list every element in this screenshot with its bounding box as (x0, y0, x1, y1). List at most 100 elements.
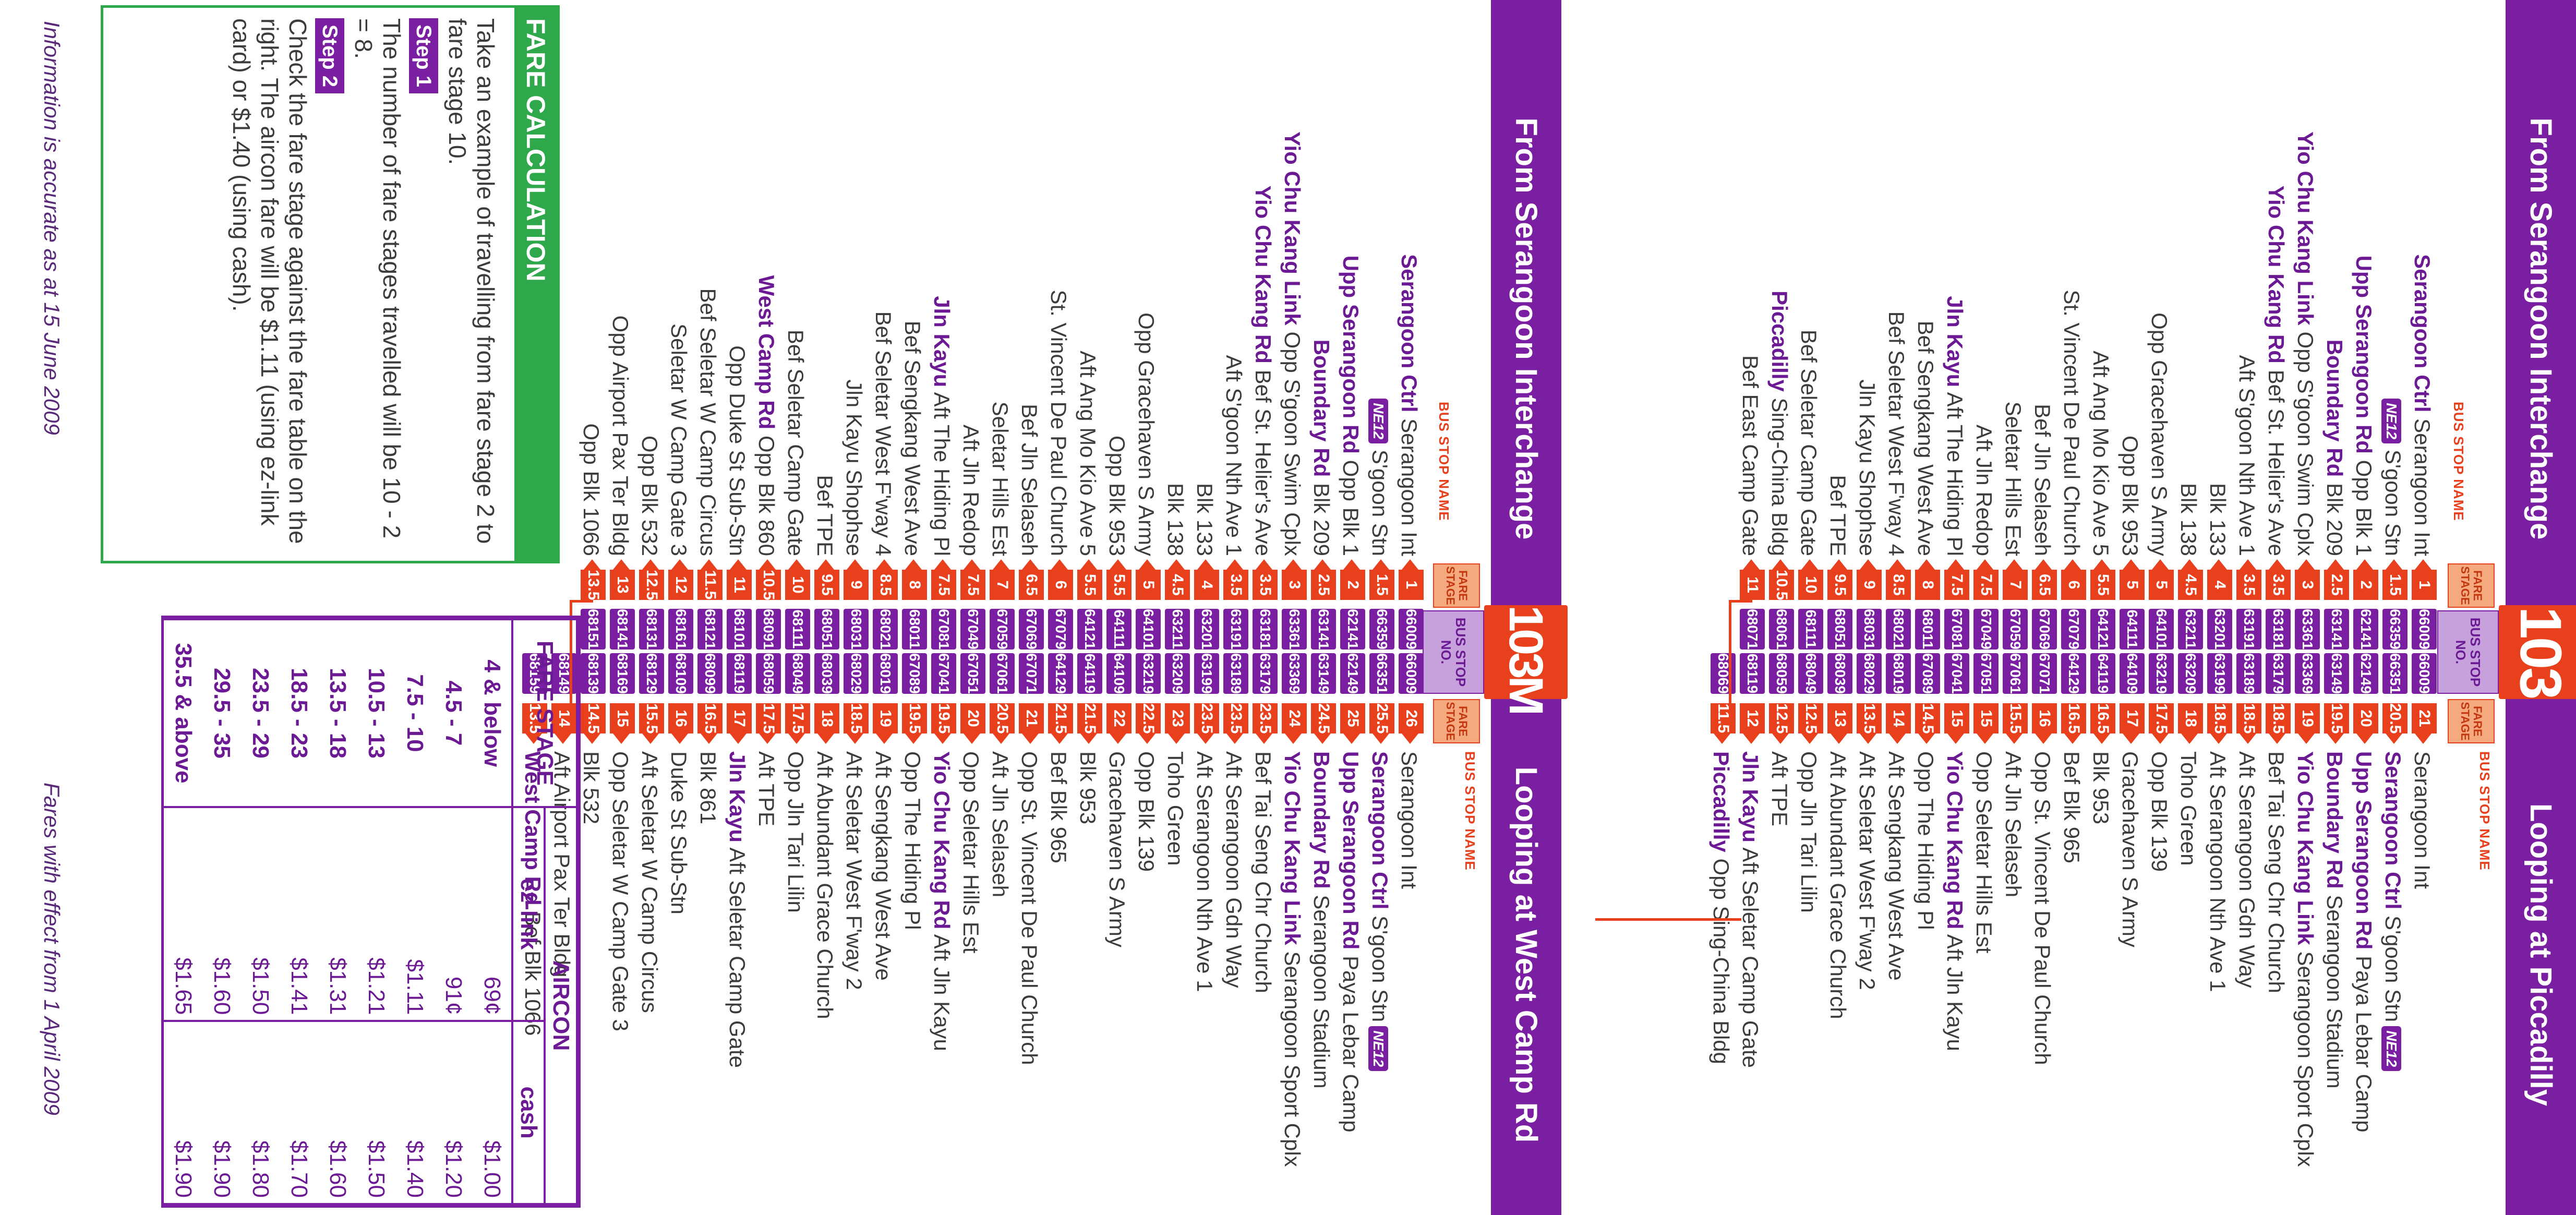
step-1-label: Step 1 (409, 18, 438, 94)
left-bus-stop-no: 68011 (902, 609, 927, 649)
right-arrow-icon (1977, 733, 1993, 744)
stop-name-text: Jln Kayu Shophse (1855, 379, 1880, 556)
right-bus-stop-no: 68039 (814, 653, 839, 694)
left-stop-name: Blk 138 (1161, 483, 1190, 556)
left-arrow-icon (1051, 559, 1068, 570)
right-stop-name: Opp The Hiding Pl (1911, 751, 1940, 930)
right-arrow-icon (1080, 733, 1097, 744)
fare-calculation-body: Take an example of travelling from fare … (227, 18, 500, 550)
left-bus-stop-name-header: BUS STOP NAME (2451, 402, 2466, 521)
stop-name-text: Aft Jln Selaseh (2001, 751, 2026, 898)
left-arrow-icon (1801, 559, 1818, 570)
stop-name-text: Opp Jln Tari Lilin (784, 751, 808, 913)
right-stop-name: Upp Serangoon Rd Paya Lebar Camp (1336, 751, 1365, 1133)
right-arrow-icon (642, 733, 659, 744)
right-fare-stage: 25.5 (1369, 703, 1394, 733)
left-stop-name: Aft S'goon Nth Ave 1 (1219, 355, 1248, 556)
left-stop-name: Bef Seletar Camp Gate (1794, 330, 1823, 556)
right-bus-stop-no: 67089 (902, 653, 927, 694)
right-stop-name: Bef Blk 965 (1044, 751, 1073, 863)
fare-calculation-title: FARE CALCULATION (514, 8, 557, 561)
right-bus-stop-no: 67051 (1973, 653, 1999, 694)
stop-name-text: Blk 209 (1309, 483, 1334, 556)
right-fare-stage: 13.5 (1857, 703, 1882, 733)
fare-row: 13.5 - 18 $1.31 $1.60 (318, 619, 357, 1204)
stop-row: Jln Kayu Aft The Hiding Pl 7.5 67081 67041 1… (1941, 0, 1970, 1215)
left-bus-stop-no: 63181 (1253, 609, 1278, 649)
left-arrow-icon (964, 559, 980, 570)
left-bus-stop-no: 68111 (785, 609, 810, 649)
right-stop-name: Yio Chu Kang Link Serangoon Sport Cplx (2291, 751, 2320, 1167)
right-stop-name: Aft Serangoon Nth Ave 1 (1190, 751, 1219, 992)
stop-name-text: Aft TPE (1767, 751, 1792, 826)
stop-name-text: Serangoon Int (1397, 418, 1422, 556)
stop-name-text: Opp Airport Pax Ter Bldg (608, 315, 633, 556)
stop-row: NE12 S'goon Stn 1.5 66359 66351 25.5 Serangoo… (1366, 0, 1395, 1215)
right-arrow-icon (2035, 733, 2052, 744)
stop-name-text: Bef TPE (1826, 475, 1850, 556)
stop-row: Yio Chu Kang Rd Bef St. Helier's Ave 3.5 6… (2262, 0, 2292, 1215)
left-stop-name: Blk 138 (2174, 483, 2203, 556)
right-fare-stage: 18.5 (2207, 703, 2232, 733)
right-arrow-icon (1051, 733, 1068, 744)
right-stop-name: Aft Jln Selaseh (1999, 751, 2028, 897)
right-arrow-icon (934, 733, 951, 744)
stop-name-text: Opp Seletar W Camp Gate 3 (608, 751, 633, 1031)
stop-row: 68069 11.5 Piccadilly Opp Sing-China Bldg (1707, 0, 1737, 1215)
mrt-badge: NE12 (1368, 399, 1389, 444)
left-stop-name: Piccadilly Sing-China Bldg (1765, 291, 1794, 556)
stop-name-text: Opp Blk 1 (1339, 460, 1363, 556)
cash-fare-cell: $1.80 (241, 1021, 280, 1204)
left-arrow-icon (934, 559, 951, 570)
left-bus-stop-no: 68131 (639, 609, 664, 649)
stop-name-text: Aft Ang Mo Kio Ave 5 (1076, 351, 1100, 556)
stop-name-text: Aft Seletar West F'way 2 (842, 751, 866, 990)
left-stop-name: Opp Blk 953 (2115, 436, 2145, 556)
fare-stage-cell: 29.5 - 35 (202, 619, 241, 807)
right-arrow-icon (2006, 733, 2023, 744)
left-arrow-icon (1110, 559, 1126, 570)
right-fare-stage: 18 (814, 703, 839, 733)
stop-row: Opp Airport Pax Ter Bldg 13 68141 68169 15 Op… (607, 0, 636, 1215)
left-bus-stop-no: 64101 (2149, 609, 2174, 649)
cash-column-header: cash (512, 1021, 545, 1204)
stop-name-text: Opp Blk 139 (2147, 751, 2172, 872)
left-bus-stop-no: 67079 (2061, 609, 2086, 649)
right-fare-stage: 24 (1282, 703, 1307, 733)
left-arrow-icon (1947, 559, 1964, 570)
stop-name-text: St. Vincent De Paul Church (1046, 290, 1071, 556)
right-fare-stage: 15 (1944, 703, 1969, 733)
stop-name-text: Bef Seletar Camp Gate (1797, 329, 1821, 556)
right-stop-name: Blk 861 (693, 751, 723, 824)
right-bus-stop-name-header: BUS STOP NAME (2477, 751, 2493, 871)
route-103-loop-line (1595, 918, 1741, 921)
stop-name-text: Aft TPE (754, 751, 779, 826)
left-stop-name: Boundary Rd Blk 209 (2320, 340, 2349, 556)
loop-connector-horizontal (1729, 600, 1731, 717)
stop-road-name: Upp Serangoon Rd (2352, 751, 2376, 950)
right-fare-stage: 16.5 (2090, 703, 2115, 733)
left-stop-name: Bef Seletar Camp Gate (781, 330, 810, 556)
stop-name-text: Seletar W Camp Gate 3 (667, 323, 691, 556)
stop-name-text: Seletar Hills Est (2001, 401, 2026, 556)
stop-name-text: Opp Blk 953 (2118, 435, 2142, 556)
fare-stage-cell: 13.5 - 18 (318, 619, 357, 807)
right-arrow-icon (2298, 733, 2315, 744)
stop-name-text: Aft Serangoon Gdn Way (2235, 751, 2259, 988)
left-fare-stage: 9 (844, 570, 869, 600)
left-fare-stage: 1 (1399, 570, 1424, 600)
right-arrow-icon (1889, 733, 1906, 744)
left-arrow-icon (2356, 559, 2373, 570)
fare-table: FARE STAGE AIRCON ez-link cash 4 & below… (161, 616, 581, 1208)
left-bus-stop-no: 67059 (990, 609, 1015, 649)
stop-row: Bef Seletar W Camp Circus 11.5 68121 68099 1… (694, 0, 724, 1215)
fare-row: 4.5 - 7 91¢ $1.20 (434, 619, 473, 1204)
stop-name-text: Aft S'goon Nth Ave 1 (2235, 355, 2259, 556)
stop-row: Aft S'goon Nth Ave 1 3.5 63191 63189 23.5 Aft… (1220, 0, 1249, 1215)
right-bus-stop-no: 67041 (1944, 653, 1969, 694)
right-bus-stop-no: 64119 (1077, 653, 1102, 694)
stop-name-text: Opp Blk 953 (1105, 435, 1129, 556)
left-arrow-icon (2415, 559, 2431, 570)
left-arrow-icon (1197, 559, 1214, 570)
